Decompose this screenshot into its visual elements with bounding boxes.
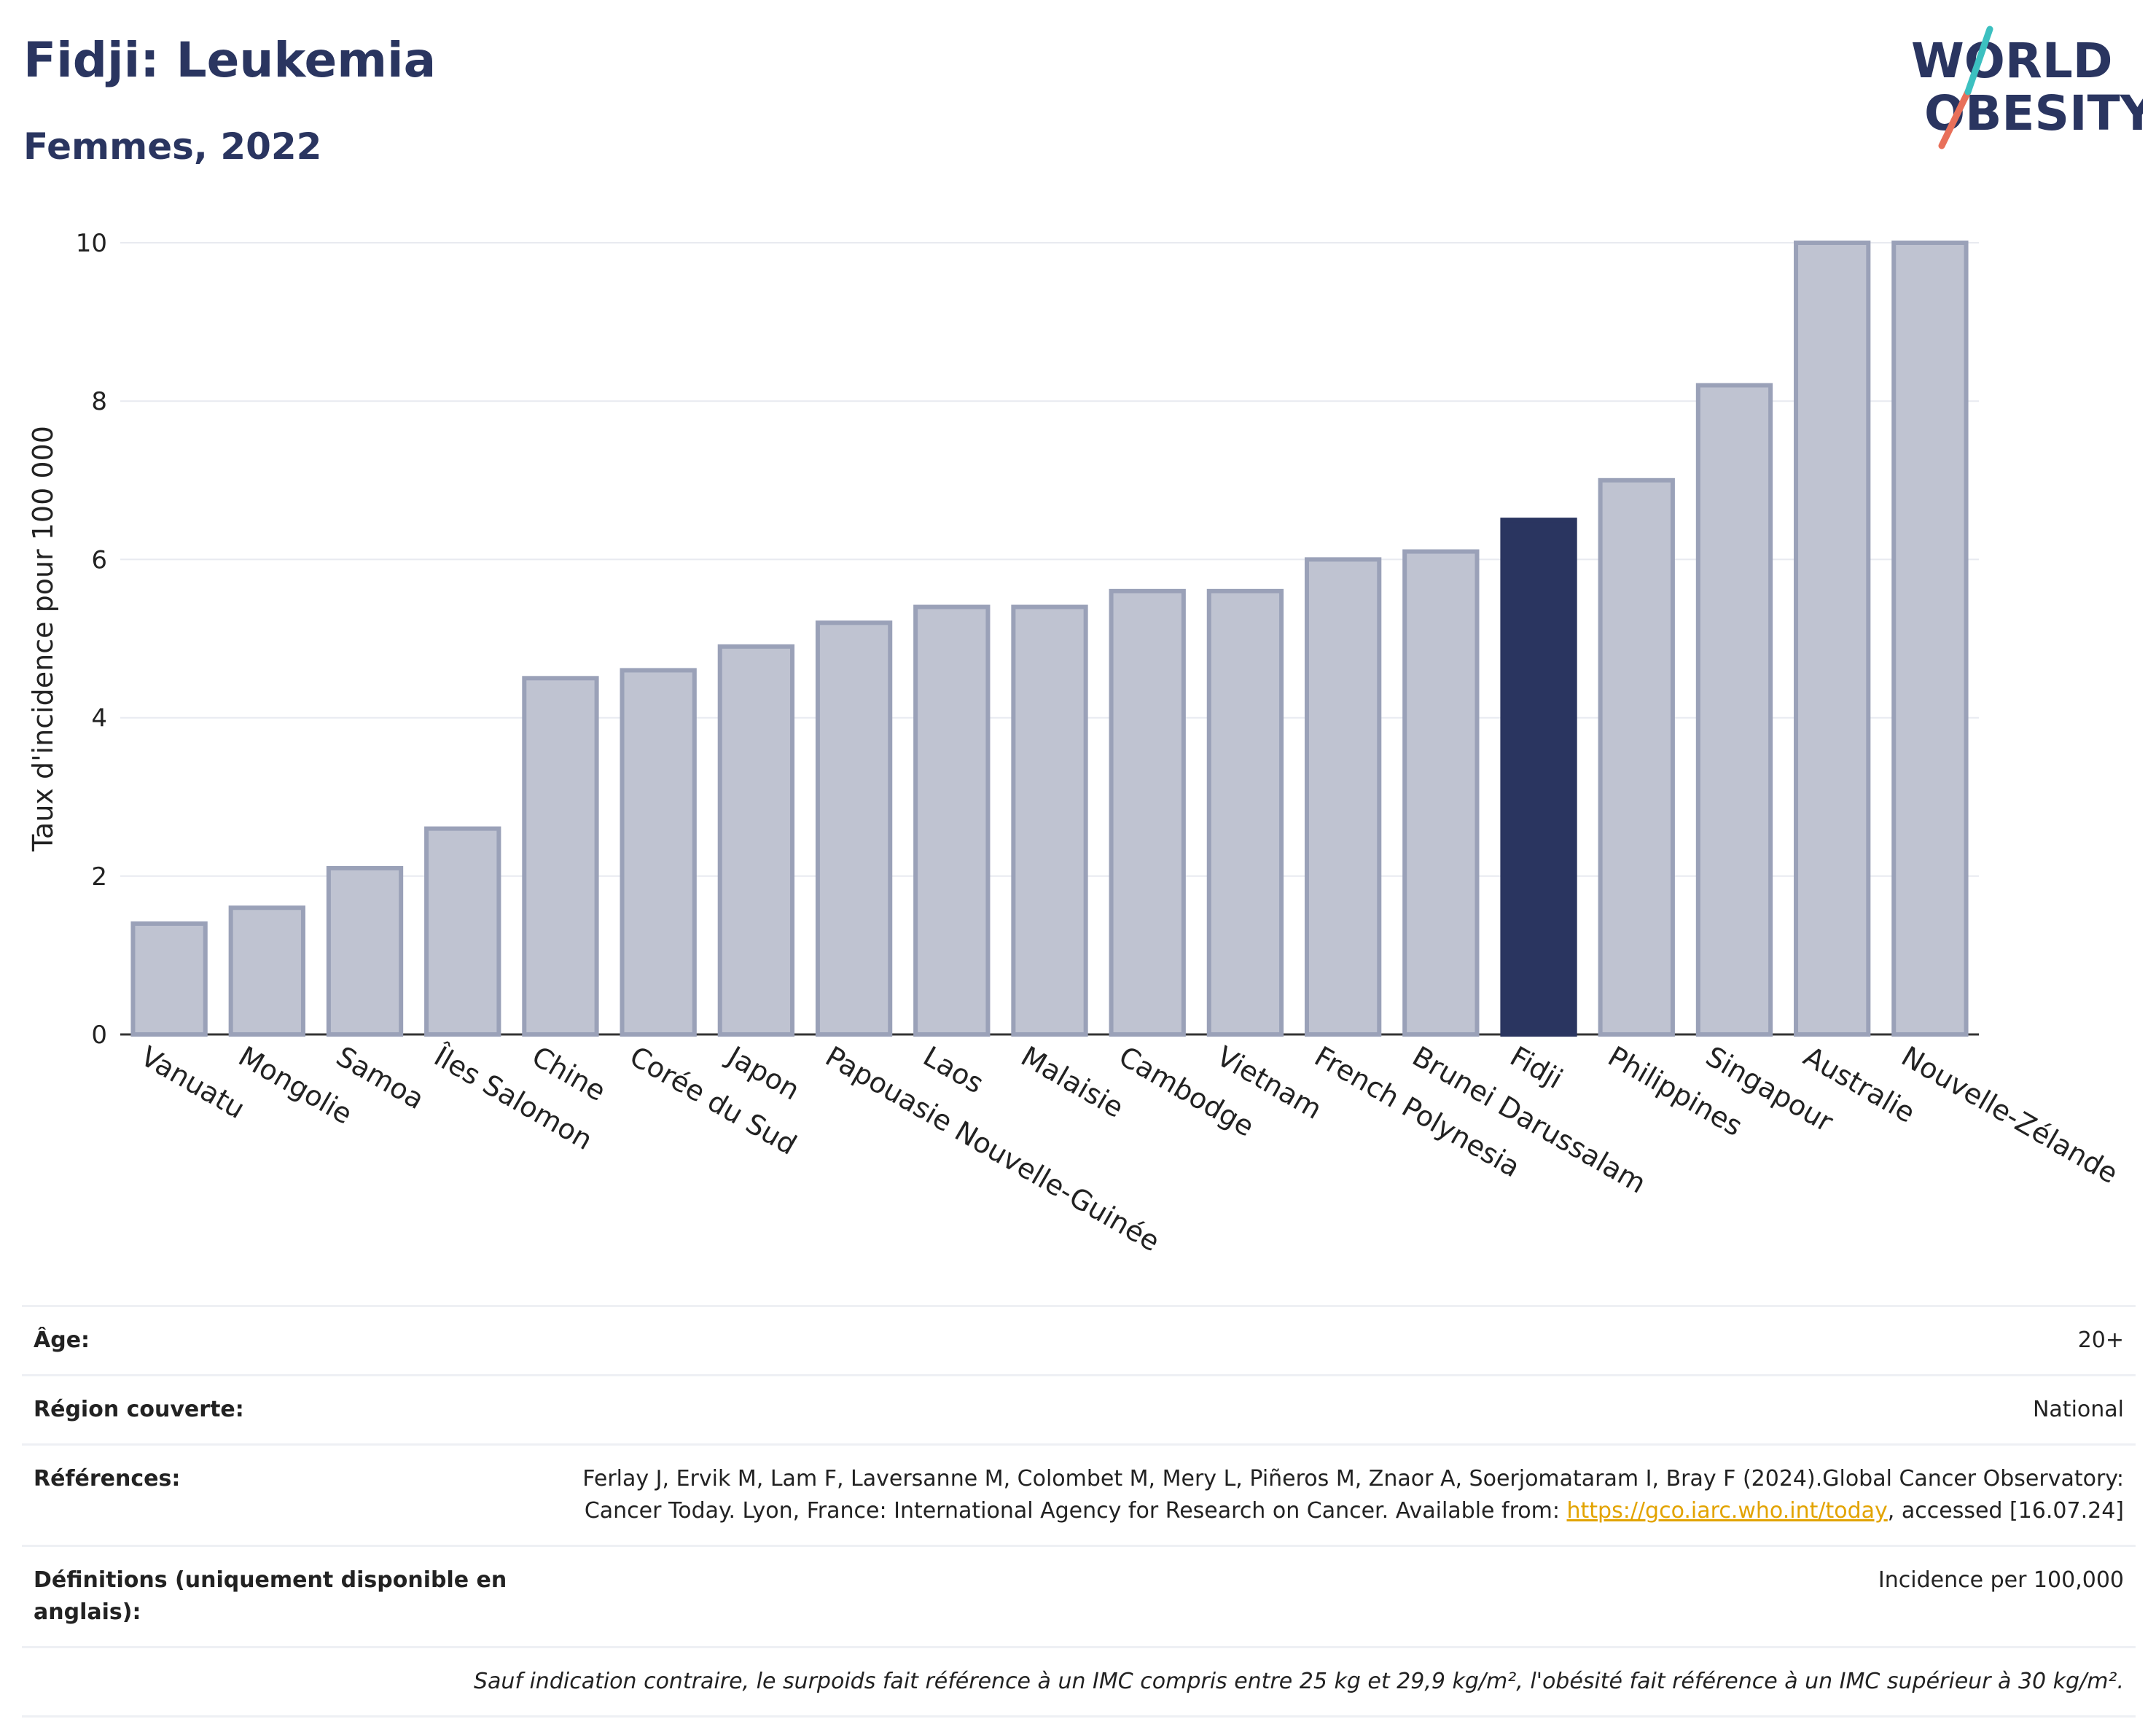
y-tick-label: 8	[91, 387, 107, 416]
definitions-value: Incidence per 100,000	[1878, 1567, 2124, 1593]
y-tick-labels: 0 2 4 6 8 10	[76, 229, 107, 1050]
x-tick-label: Fidji	[1505, 1040, 1569, 1096]
x-tick-label: Corée du Sud	[625, 1040, 802, 1161]
bar-mongolie	[228, 905, 305, 1037]
bar-singapour	[1695, 383, 1773, 1037]
x-tick-label: Vanuatu	[136, 1040, 251, 1125]
age-value: 20+	[2077, 1327, 2124, 1353]
bar-vanuatu	[130, 921, 208, 1037]
bar-japon	[717, 644, 795, 1037]
world-obesity-logo: WORLD OBESITY	[1911, 26, 2143, 149]
references-link[interactable]: https://gco.iarc.who.int/today	[1566, 1498, 1888, 1524]
bar-papouasie-nouvelle-guin-e	[815, 620, 893, 1037]
y-tick-label: 6	[91, 545, 107, 574]
references-text: Ferlay J, Ervik M, Lam F, Laversanne M, …	[582, 1466, 2124, 1524]
region-label: Région couverte:	[34, 1397, 244, 1422]
bar-laos	[913, 604, 991, 1037]
y-tick-label: 0	[91, 1021, 107, 1050]
info-row-definitions: Définitions (uniquement disponible en an…	[22, 1545, 2136, 1646]
definitions-label: Définitions (uniquement disponible en an…	[34, 1567, 507, 1625]
x-tick-label: Papouasie Nouvelle-Guinée	[820, 1040, 1165, 1258]
info-row-note: Sauf indication contraire, le surpoids f…	[22, 1646, 2136, 1718]
bar-brunei-darussalam	[1402, 549, 1480, 1037]
bar-french-polynesia	[1304, 557, 1382, 1037]
svg-text:WORLD: WORLD	[1911, 33, 2113, 89]
page-title: Fidji: Leukemia	[23, 32, 437, 88]
bar-vietnam	[1206, 588, 1284, 1037]
x-tick-label: Nouvelle-Zélande	[1896, 1040, 2123, 1190]
bars	[130, 241, 1969, 1037]
info-row-age: Âge: 20+	[22, 1305, 2136, 1374]
info-row-references: Références: Ferlay J, Ervik M, Lam F, La…	[22, 1443, 2136, 1545]
bar-philippines	[1598, 477, 1675, 1037]
info-table: Âge: 20+ Région couverte: National Référ…	[22, 1305, 2136, 1718]
x-tick-label: Malaisie	[1016, 1040, 1130, 1124]
y-tick-label: 10	[76, 229, 107, 258]
bar-samoa	[326, 865, 404, 1037]
x-tick-label: Laos	[918, 1040, 989, 1100]
page-subtitle: Femmes, 2022	[23, 125, 322, 168]
references-label: Références:	[34, 1466, 181, 1492]
bar-nouvelle-z-lande	[1891, 241, 1969, 1037]
footnote: Sauf indication contraire, le surpoids f…	[473, 1669, 2124, 1694]
references-value: Ferlay J, Ervik M, Lam F, Laversanne M, …	[529, 1463, 2124, 1527]
bar--les-salomon	[424, 826, 501, 1037]
info-row-region: Région couverte: National	[22, 1374, 2136, 1443]
references-accessed: , accessed [16.07.24]	[1887, 1498, 2124, 1524]
age-label: Âge:	[34, 1327, 90, 1353]
bar-malaisie	[1011, 604, 1088, 1037]
bar-fidji	[1500, 518, 1577, 1037]
bar-cor-e-du-sud	[620, 668, 697, 1037]
y-tick-label: 4	[91, 704, 107, 733]
bar-australie	[1794, 241, 1871, 1037]
y-tick-label: 2	[91, 862, 107, 892]
region-value: National	[2032, 1397, 2124, 1422]
y-axis-label: Taux d'incidence pour 100 000	[27, 426, 59, 852]
bar-cambodge	[1109, 588, 1186, 1037]
bar-chine	[522, 676, 599, 1037]
